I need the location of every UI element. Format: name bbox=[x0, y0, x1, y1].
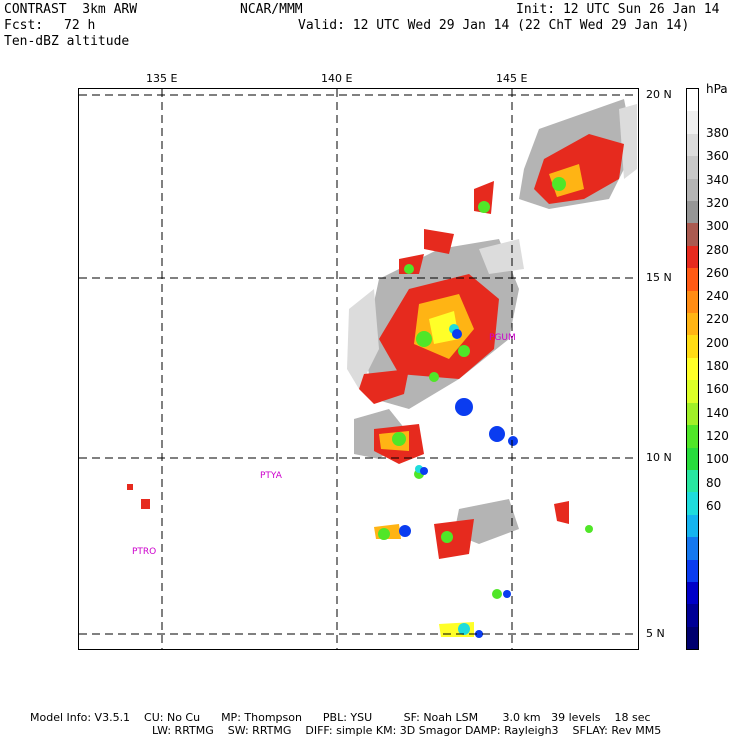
west-cells bbox=[127, 484, 150, 509]
forecast-label: Fcst: bbox=[4, 18, 44, 33]
colorbar-label: 60 bbox=[706, 498, 722, 513]
forecast-hours: 72 h bbox=[64, 18, 96, 33]
colorbar-swatch bbox=[687, 133, 698, 157]
map-canvas bbox=[79, 89, 638, 649]
colorbar-label: 320 bbox=[706, 195, 729, 210]
colorbar-swatch bbox=[687, 581, 698, 605]
valid-time: Valid: 12 UTC Wed 29 Jan 14 (22 ChT Wed … bbox=[298, 18, 690, 33]
init-time: Init: 12 UTC Sun 26 Jan 14 bbox=[516, 2, 720, 17]
grid-lines bbox=[79, 89, 638, 649]
colorbar-label: 300 bbox=[706, 219, 729, 234]
colorbar-swatch bbox=[687, 268, 698, 291]
colorbar-swatch bbox=[687, 156, 698, 179]
colorbar-unit: hPa bbox=[706, 82, 728, 96]
lat-tick-20: 20 N bbox=[646, 88, 672, 101]
colorbar-label: 160 bbox=[706, 382, 729, 397]
red-region-east bbox=[554, 501, 569, 524]
colorbar-swatch bbox=[687, 447, 698, 470]
colorbar-label: 240 bbox=[706, 289, 729, 304]
lat-tick-5: 5 N bbox=[646, 627, 665, 640]
colorbar-swatch bbox=[687, 245, 698, 269]
light-region-edge bbox=[619, 104, 637, 179]
colorbar-swatch bbox=[687, 425, 698, 448]
colorbar-swatch bbox=[687, 604, 698, 627]
colorbar-swatch bbox=[687, 178, 698, 202]
colorbar-label: 100 bbox=[706, 452, 729, 467]
colorbar-label: 360 bbox=[706, 149, 729, 164]
colorbar-label: 80 bbox=[706, 475, 722, 490]
lon-tick-140: 140 E bbox=[321, 72, 353, 85]
colorbar-swatch bbox=[687, 492, 698, 515]
lon-tick-135: 135 E bbox=[146, 72, 178, 85]
model-info-line1: Model Info: V3.5.1 CU: No Cu MP: Thompso… bbox=[30, 711, 651, 724]
cloud-red-regions bbox=[359, 134, 624, 559]
colorbar-swatch bbox=[687, 313, 698, 336]
model-title: CONTRAST 3km ARW bbox=[4, 2, 138, 17]
yellow-core-center bbox=[429, 311, 459, 344]
colorbar-swatch bbox=[687, 357, 698, 381]
lat-tick-10: 10 N bbox=[646, 451, 672, 464]
center-name: NCAR/MMM bbox=[240, 2, 303, 17]
colorbar-swatch bbox=[687, 111, 698, 134]
colorbar-swatch bbox=[687, 89, 698, 112]
red-region-sw bbox=[359, 369, 409, 404]
colorbar-label: 260 bbox=[706, 265, 729, 280]
colorbar-swatch bbox=[687, 402, 698, 426]
colorbar-swatch bbox=[687, 335, 698, 358]
colorbar bbox=[686, 88, 699, 650]
colorbar-swatch bbox=[687, 201, 698, 224]
colorbar-label: 120 bbox=[706, 428, 729, 443]
cloud-blue-spots bbox=[399, 329, 518, 638]
colorbar-swatch bbox=[687, 537, 698, 560]
colorbar-swatch bbox=[687, 223, 698, 246]
colorbar-swatch bbox=[687, 290, 698, 314]
field-name: Ten-dBZ altitude bbox=[4, 34, 130, 49]
light-region-north bbox=[479, 239, 524, 274]
colorbar-swatch bbox=[687, 380, 698, 403]
radar-map: PGUM PTYA PTRO bbox=[78, 88, 639, 650]
red-region-se bbox=[434, 519, 474, 559]
colorbar-label: 380 bbox=[706, 126, 729, 140]
lat-tick-15: 15 N bbox=[646, 271, 672, 284]
colorbar-label: 200 bbox=[706, 335, 729, 350]
cloud-green-spots bbox=[378, 177, 593, 599]
colorbar-label: 180 bbox=[706, 359, 729, 373]
station-ptya: PTYA bbox=[260, 471, 282, 481]
colorbar-swatch bbox=[687, 469, 698, 493]
station-ptro: PTRO bbox=[132, 547, 157, 557]
lon-tick-145: 145 E bbox=[496, 72, 528, 85]
red-region-a bbox=[424, 229, 454, 254]
colorbar-label: 340 bbox=[706, 172, 729, 187]
light-region-west bbox=[347, 289, 379, 389]
colorbar-swatch bbox=[687, 626, 698, 650]
colorbar-label: 140 bbox=[706, 405, 729, 420]
colorbar-label: 280 bbox=[706, 242, 729, 257]
cloud-light-regions bbox=[347, 104, 637, 389]
model-info-line2: LW: RRTMG SW: RRTMG DIFF: simple KM: 3D … bbox=[152, 724, 662, 737]
station-pgum: PGUM bbox=[489, 333, 516, 343]
colorbar-label: 220 bbox=[706, 312, 729, 327]
colorbar-swatch bbox=[687, 559, 698, 582]
colorbar-swatch bbox=[687, 514, 698, 538]
